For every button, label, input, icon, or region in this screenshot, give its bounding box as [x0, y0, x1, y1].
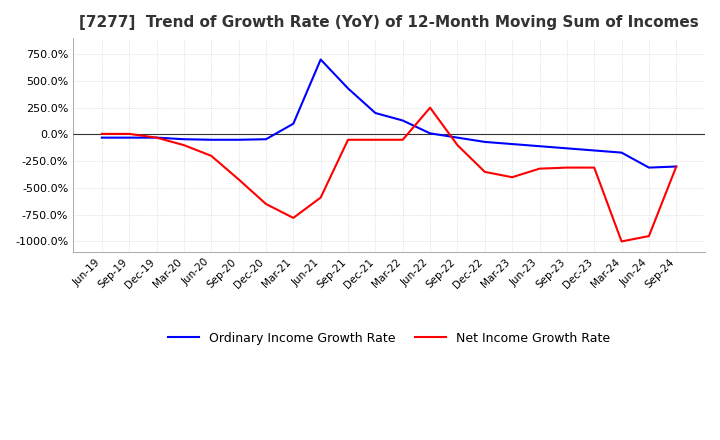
Net Income Growth Rate — [316, 195, 325, 200]
Net Income Growth Rate — [343, 137, 352, 143]
Net Income Growth Rate — [590, 165, 598, 170]
Net Income Growth Rate — [234, 177, 243, 182]
Ordinary Income Growth Rate — [453, 135, 462, 140]
Ordinary Income Growth Rate — [562, 146, 571, 151]
Net Income Growth Rate — [398, 137, 407, 143]
Net Income Growth Rate — [617, 239, 626, 244]
Title: [7277]  Trend of Growth Rate (YoY) of 12-Month Moving Sum of Incomes: [7277] Trend of Growth Rate (YoY) of 12-… — [79, 15, 699, 30]
Net Income Growth Rate — [453, 143, 462, 148]
Line: Ordinary Income Growth Rate: Ordinary Income Growth Rate — [102, 59, 676, 168]
Ordinary Income Growth Rate — [508, 141, 516, 147]
Net Income Growth Rate — [125, 131, 133, 136]
Ordinary Income Growth Rate — [426, 131, 434, 136]
Ordinary Income Growth Rate — [234, 137, 243, 143]
Ordinary Income Growth Rate — [590, 148, 598, 153]
Ordinary Income Growth Rate — [480, 139, 489, 145]
Net Income Growth Rate — [562, 165, 571, 170]
Ordinary Income Growth Rate — [672, 164, 680, 169]
Ordinary Income Growth Rate — [343, 86, 352, 91]
Net Income Growth Rate — [179, 143, 188, 148]
Net Income Growth Rate — [644, 234, 653, 239]
Line: Net Income Growth Rate: Net Income Growth Rate — [102, 108, 676, 242]
Ordinary Income Growth Rate — [289, 121, 297, 126]
Ordinary Income Growth Rate — [261, 136, 270, 142]
Ordinary Income Growth Rate — [617, 150, 626, 155]
Net Income Growth Rate — [152, 135, 161, 140]
Ordinary Income Growth Rate — [371, 110, 379, 116]
Ordinary Income Growth Rate — [207, 137, 215, 143]
Net Income Growth Rate — [97, 131, 106, 136]
Net Income Growth Rate — [261, 202, 270, 207]
Ordinary Income Growth Rate — [644, 165, 653, 170]
Ordinary Income Growth Rate — [179, 136, 188, 142]
Ordinary Income Growth Rate — [97, 135, 106, 140]
Net Income Growth Rate — [426, 105, 434, 110]
Ordinary Income Growth Rate — [316, 57, 325, 62]
Ordinary Income Growth Rate — [125, 135, 133, 140]
Net Income Growth Rate — [535, 166, 544, 171]
Net Income Growth Rate — [508, 175, 516, 180]
Ordinary Income Growth Rate — [152, 135, 161, 140]
Net Income Growth Rate — [672, 164, 680, 169]
Net Income Growth Rate — [289, 215, 297, 220]
Ordinary Income Growth Rate — [398, 118, 407, 123]
Net Income Growth Rate — [371, 137, 379, 143]
Net Income Growth Rate — [480, 169, 489, 175]
Legend: Ordinary Income Growth Rate, Net Income Growth Rate: Ordinary Income Growth Rate, Net Income … — [163, 327, 615, 350]
Ordinary Income Growth Rate — [535, 143, 544, 149]
Net Income Growth Rate — [207, 153, 215, 158]
